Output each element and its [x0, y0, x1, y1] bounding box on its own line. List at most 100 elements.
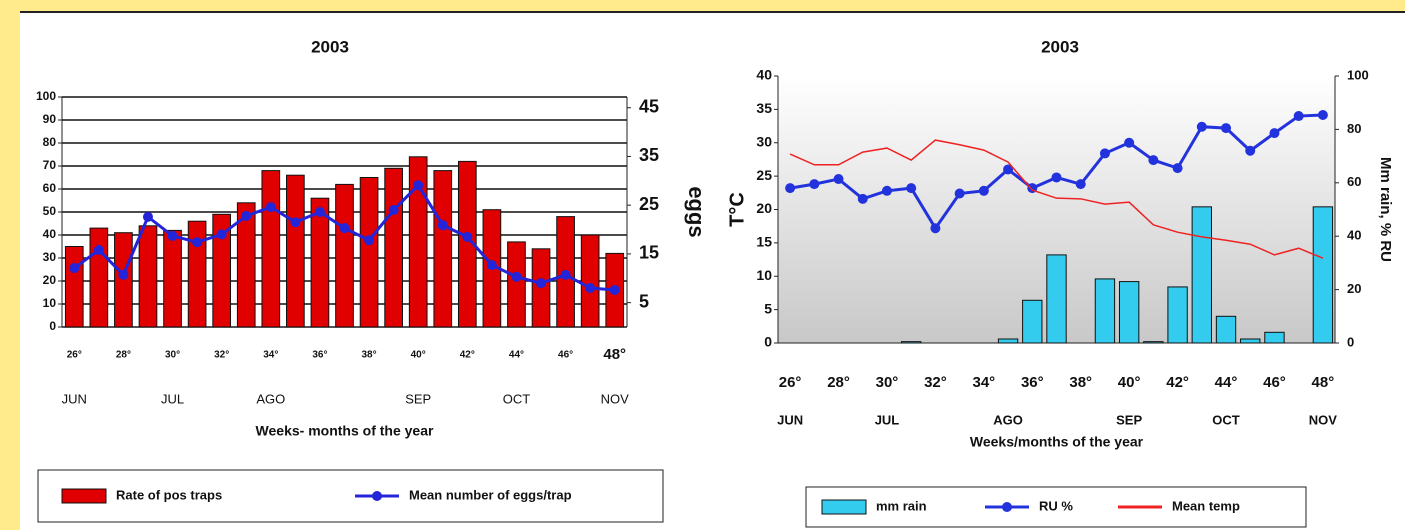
y-tick-label: 0: [764, 334, 772, 350]
legend-box: [37, 469, 664, 523]
bar: [1143, 341, 1164, 344]
point: [881, 185, 892, 196]
month-label: NOV: [601, 391, 630, 406]
y-tick-label: 40: [756, 67, 772, 83]
y2-tick-label: 45: [639, 96, 659, 116]
y2-tick-label: 15: [639, 243, 659, 263]
chart-title: 2003: [1041, 37, 1079, 56]
y-tick-label: 15: [756, 234, 772, 250]
legend-box: [805, 486, 1307, 528]
bar: [1312, 206, 1334, 344]
point: [560, 269, 571, 280]
y2-tick-label: 40: [1347, 228, 1361, 243]
x-tick-label: 28°: [827, 374, 850, 391]
point: [364, 235, 375, 246]
y2-tick-label: 100: [1347, 67, 1369, 82]
point: [1196, 121, 1207, 132]
y-tick-label: 90: [43, 112, 57, 126]
point: [954, 188, 965, 199]
point: [1221, 123, 1232, 134]
point: [388, 205, 399, 216]
bar: [163, 229, 182, 328]
y-tick-label: 30: [43, 250, 57, 264]
bar: [89, 227, 109, 328]
bar: [64, 246, 84, 328]
month-label: JUL: [875, 412, 900, 427]
x-tick-label: 26°: [779, 374, 802, 391]
y2-tick-label: 5: [639, 291, 649, 311]
point: [93, 245, 104, 256]
x-axis-label: Weeks/months of the year: [970, 434, 1144, 450]
point: [216, 229, 227, 240]
y-tick-label: 80: [43, 135, 57, 149]
bar: [359, 177, 379, 328]
point: [462, 231, 473, 242]
month-label: SEP: [405, 391, 431, 406]
bar: [1094, 278, 1116, 344]
point: [437, 220, 448, 231]
y-tick-label: 70: [43, 158, 57, 172]
point: [1172, 163, 1183, 174]
y-tick-label: 10: [756, 267, 772, 283]
point: [167, 230, 178, 241]
point: [1245, 145, 1256, 156]
x-tick-label: 40°: [411, 350, 426, 361]
bar: [1167, 286, 1188, 344]
point: [1148, 155, 1159, 166]
bar: [1022, 299, 1043, 344]
point: [314, 207, 325, 217]
point: [1099, 148, 1110, 159]
x-tick-label: 34°: [263, 350, 278, 361]
month-label: JUL: [161, 391, 184, 406]
point: [1003, 164, 1014, 175]
y-tick-label: 20: [756, 200, 772, 216]
y2-tick-label: 25: [639, 194, 659, 214]
x-tick-label: 48°: [603, 346, 626, 363]
y-tick-label: 0: [49, 319, 56, 333]
y2-tick-label: 0: [1347, 334, 1354, 349]
x-tick-label: 38°: [362, 350, 377, 361]
bar: [580, 234, 600, 328]
bar: [1240, 338, 1261, 344]
bar: [433, 170, 453, 328]
point: [290, 217, 301, 228]
point: [511, 271, 522, 282]
point: [930, 223, 941, 234]
point: [906, 183, 917, 194]
point: [142, 211, 153, 222]
x-tick-label: 26°: [67, 350, 82, 361]
point: [585, 283, 596, 294]
legend-label: Rate of pos traps: [116, 487, 222, 502]
point: [265, 202, 276, 213]
x-tick-label: 30°: [876, 374, 899, 391]
bar: [901, 341, 922, 344]
bar: [138, 225, 158, 328]
bar: [457, 160, 477, 328]
y-axis-label: T°C: [726, 192, 748, 227]
y-tick-label: 5: [764, 300, 772, 316]
y-tick-label: 50: [43, 204, 57, 218]
point: [1051, 172, 1062, 183]
point: [536, 278, 547, 289]
bar: [1264, 331, 1285, 344]
point: [978, 185, 989, 196]
bar: [236, 202, 256, 328]
point: [1075, 179, 1086, 190]
x-tick-label: 36°: [1021, 374, 1044, 391]
x-axis-label: Weeks- months of the year: [256, 423, 434, 439]
x-tick-label: 40°: [1118, 374, 1141, 391]
month-label: NOV: [1309, 412, 1338, 427]
x-tick-label: 44°: [509, 350, 524, 361]
point: [1293, 111, 1304, 122]
y2-tick-label: 35: [639, 145, 659, 165]
month-label: JUN: [777, 412, 803, 427]
bar: [310, 197, 330, 328]
point: [69, 263, 80, 274]
x-tick-label: 30°: [165, 350, 180, 361]
legend-marker: [372, 491, 382, 501]
point: [857, 193, 868, 204]
legend-label: RU %: [1039, 498, 1073, 513]
chart-title: 2003: [311, 37, 349, 56]
bar: [384, 167, 403, 328]
